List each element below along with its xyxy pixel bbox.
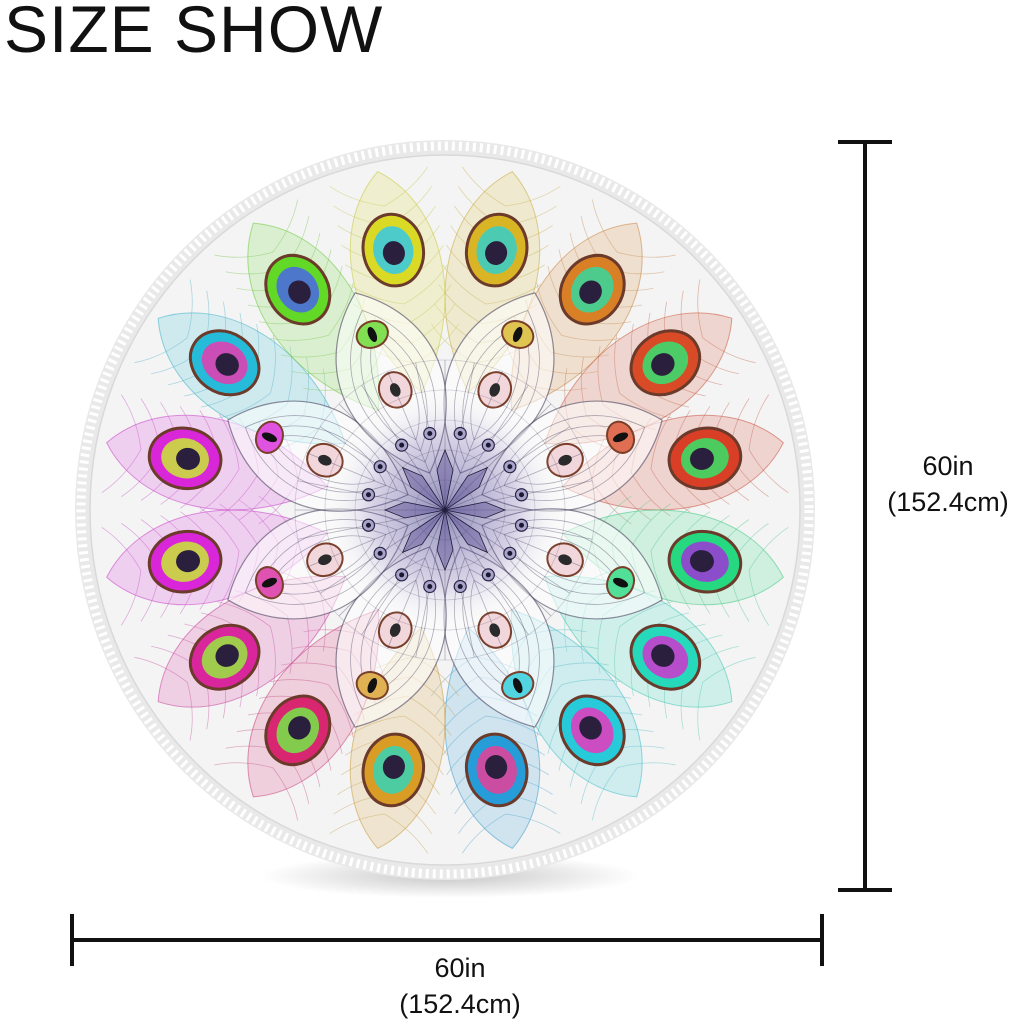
- width-value: 60in: [434, 953, 486, 983]
- width-metric: (152.4cm): [399, 989, 521, 1020]
- width-bar: [72, 938, 822, 942]
- width-dimension-line: [70, 914, 824, 966]
- round-rug-image: [60, 138, 840, 918]
- rug-tassels: [76, 141, 814, 879]
- page-title: SIZE SHOW: [4, 0, 384, 66]
- height-metric: (152.4cm): [887, 487, 1009, 518]
- height-value: 60in: [922, 451, 974, 481]
- peacock-mandala-rug: [75, 140, 815, 898]
- height-bar: [863, 142, 867, 890]
- width-cap-right: [820, 914, 824, 966]
- height-dimension-line: [838, 140, 892, 892]
- height-label: 60in (152.4cm): [868, 448, 1028, 521]
- width-label: 60in (152.4cm): [360, 950, 560, 1023]
- height-cap-bottom: [838, 888, 892, 892]
- mandala-core: [361, 426, 529, 594]
